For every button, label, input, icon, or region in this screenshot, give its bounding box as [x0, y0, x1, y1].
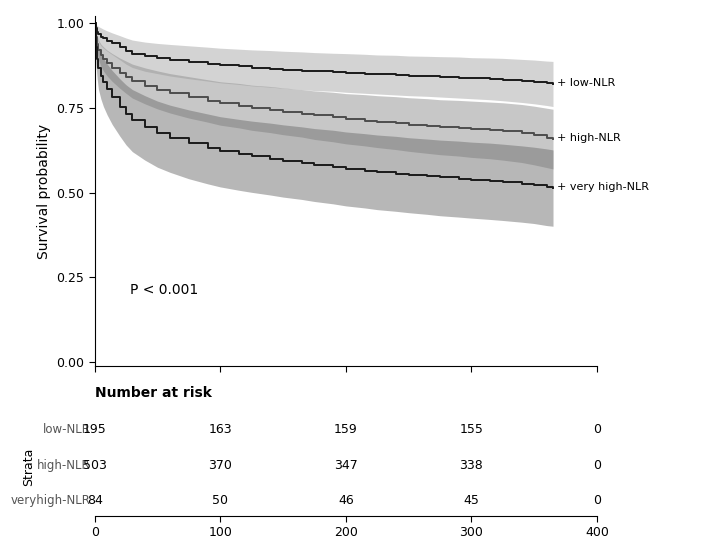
Text: 0: 0 [593, 459, 601, 472]
Text: 338: 338 [459, 459, 483, 472]
Text: 163: 163 [208, 422, 232, 435]
Text: 0: 0 [593, 494, 601, 507]
Text: 45: 45 [464, 494, 479, 507]
Y-axis label: Survival probability: Survival probability [36, 123, 51, 258]
Text: 347: 347 [334, 459, 357, 472]
Text: P < 0.001: P < 0.001 [130, 283, 198, 298]
Text: + high-NLR: + high-NLR [557, 134, 620, 143]
Text: Number at risk: Number at risk [95, 387, 212, 400]
Text: veryhigh-NLR: veryhigh-NLR [11, 494, 91, 507]
Text: low-NLR: low-NLR [43, 422, 91, 435]
Text: 159: 159 [334, 422, 357, 435]
Text: high-NLR: high-NLR [37, 459, 91, 472]
Text: 50: 50 [213, 494, 228, 507]
Text: 46: 46 [338, 494, 354, 507]
Text: 84: 84 [87, 494, 103, 507]
Text: 155: 155 [459, 422, 483, 435]
Text: + very high-NLR: + very high-NLR [557, 182, 649, 192]
Text: 370: 370 [208, 459, 232, 472]
Text: Strata: Strata [23, 448, 36, 486]
Text: 195: 195 [83, 422, 106, 435]
Text: + low-NLR: + low-NLR [557, 78, 615, 88]
Text: 503: 503 [83, 459, 106, 472]
Text: 0: 0 [593, 422, 601, 435]
